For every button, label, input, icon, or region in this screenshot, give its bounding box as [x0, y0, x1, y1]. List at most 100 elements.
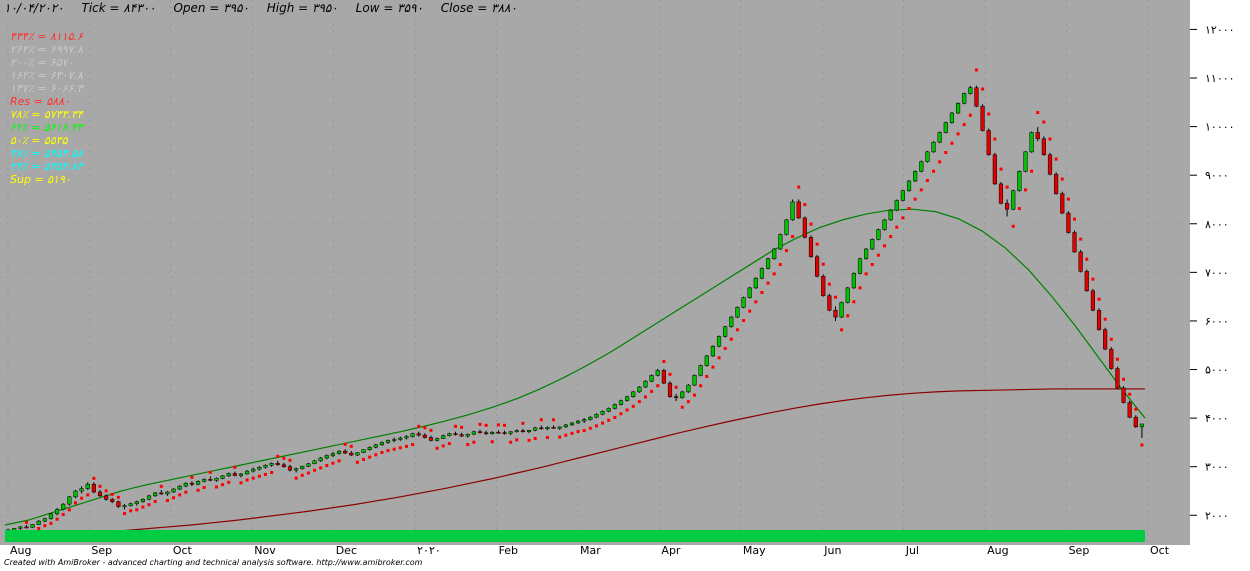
sar-dot	[760, 290, 764, 294]
candle-body	[1109, 348, 1114, 369]
parabolic-sar	[6, 68, 1144, 537]
candle-body	[729, 316, 734, 328]
sar-dot	[840, 328, 844, 332]
fib-level: ۷۸٪ = ۵۷۳۳.۳۴	[10, 108, 83, 121]
candle-body	[833, 310, 838, 318]
sar-dot	[987, 112, 991, 116]
fib-level: ۶۲٪ = ۵۶۱۶.۴۳	[10, 121, 83, 134]
sar-dot	[1140, 443, 1144, 447]
candle-body	[594, 413, 599, 418]
sar-dot	[453, 424, 457, 428]
candle-body	[171, 488, 176, 493]
sar-dot	[974, 68, 978, 72]
y-axis: ۱۲۰۰۰ ۱۱۰۰۰ ۱۰۰۰۰ ۹۰۰۰ ۸۰۰۰ ۷۰۰۰ ۶۰۰۰ ۵۰۰۰ ۴۰۰۰ ۳…	[1190, 23, 1235, 522]
sar-dot	[429, 428, 433, 432]
sar-dot	[643, 395, 647, 399]
sar-dot	[116, 495, 120, 499]
candle-body	[349, 452, 354, 456]
sar-dot	[172, 496, 176, 500]
sar-dot	[527, 438, 531, 442]
y-tick-label: ۵۰۰۰	[1205, 364, 1229, 377]
sar-dot	[86, 493, 90, 497]
sar-dot	[190, 475, 194, 479]
candle-body	[870, 239, 875, 250]
sar-dot	[257, 474, 261, 478]
sar-dot	[1048, 137, 1052, 141]
candle-body	[1121, 387, 1126, 403]
candle-body	[539, 427, 544, 430]
sar-dot	[766, 281, 770, 285]
candle-body	[796, 201, 801, 219]
sar-dot	[833, 295, 837, 299]
candle-body	[569, 422, 575, 426]
candle-body	[716, 336, 722, 347]
sar-dot	[625, 408, 629, 412]
candle-body	[392, 439, 397, 441]
sar-dot	[662, 359, 666, 363]
sar-dot	[901, 216, 905, 220]
candle-body	[980, 105, 985, 131]
candle-body	[1133, 416, 1138, 428]
sar-dot	[699, 384, 703, 388]
y-tick-label: ۸۰۰۰	[1205, 218, 1229, 231]
y-tick-label: ۱۰۰۰۰	[1205, 121, 1235, 134]
chart-header: ۱۰/۰۴/۲۰۲۰ Tick = ۸۴۳۰۰ Open = ۳۹۵۰ High…	[4, 1, 531, 15]
sar-dot	[515, 438, 519, 442]
header-date: ۱۰/۰۴/۲۰۲۰	[4, 1, 64, 15]
sar-dot	[141, 505, 145, 509]
sar-dot	[460, 425, 464, 429]
candle-body	[55, 509, 60, 515]
sar-dot	[1017, 207, 1021, 211]
ma-fast-line	[4, 208, 1146, 526]
candle-body	[827, 295, 832, 311]
sar-dot	[821, 262, 825, 266]
sar-dot	[196, 488, 200, 492]
candle-body	[894, 200, 899, 211]
candle-body	[1127, 402, 1132, 418]
candle-body	[888, 209, 893, 221]
sar-dot	[846, 314, 850, 318]
sar-dot	[809, 222, 813, 226]
sar-dot	[637, 400, 641, 404]
candle-body	[183, 482, 188, 487]
sar-dot	[925, 179, 929, 183]
candle-body	[85, 483, 90, 489]
header-tick: Tick = ۸۴۳۰۰	[81, 1, 156, 15]
candle-body	[355, 452, 360, 456]
candle-body	[1011, 190, 1016, 210]
candle-body	[864, 248, 869, 260]
candle-body	[974, 87, 979, 107]
candle-body	[471, 431, 476, 435]
x-tick-label: Dec	[336, 544, 357, 557]
candle-body	[447, 433, 452, 436]
candle-body	[30, 524, 35, 528]
sar-dot	[343, 442, 347, 446]
candle-body	[674, 396, 679, 398]
candle-body	[398, 437, 403, 440]
candle-body	[1103, 329, 1108, 350]
sar-dot	[282, 456, 286, 460]
candle-body	[631, 391, 636, 397]
sar-dot	[331, 461, 335, 465]
sar-dot	[423, 426, 427, 430]
slow-moving-average	[4, 388, 1145, 541]
y-tick-label: ۴۰۰۰	[1205, 412, 1229, 425]
candle-body	[36, 520, 41, 525]
sar-dot	[251, 476, 255, 480]
fib-level: ۱۳۷٪ = ۶۰۶۶.۳	[10, 82, 83, 95]
candle-body	[772, 248, 777, 260]
sar-dot	[1115, 357, 1119, 361]
sar-dot	[98, 484, 102, 488]
candle-body	[128, 503, 133, 506]
candle-body	[704, 355, 709, 366]
sar-dot	[263, 472, 267, 476]
sar-dot	[674, 385, 678, 389]
candle-body	[765, 258, 771, 269]
sar-dot	[932, 169, 936, 173]
sar-dot	[368, 455, 372, 459]
candle-body	[1139, 423, 1145, 428]
candle-body	[97, 491, 103, 497]
candle-body	[808, 237, 814, 258]
sar-dot	[67, 508, 71, 512]
candle-body	[91, 483, 96, 493]
